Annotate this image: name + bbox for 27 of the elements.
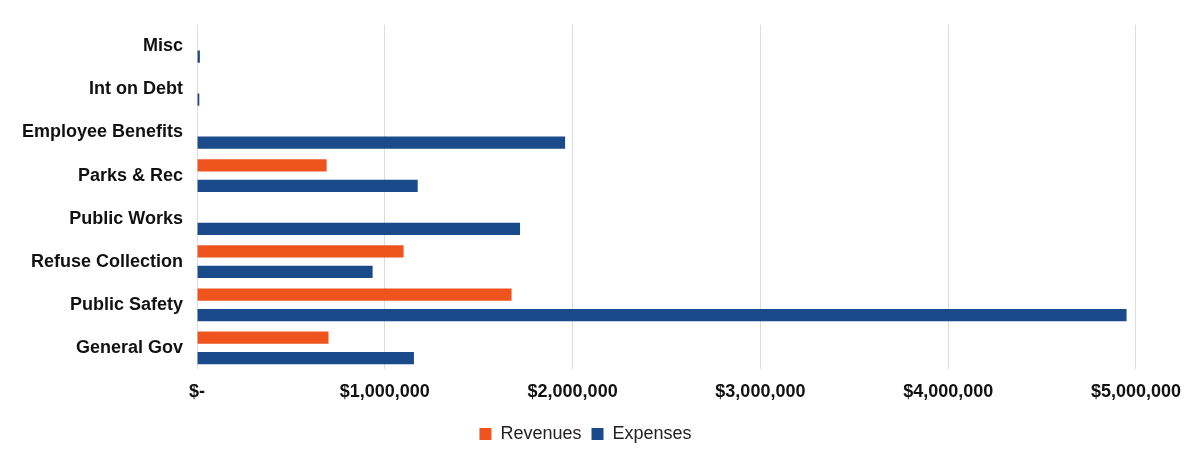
bar [197,222,521,236]
x-tick-label: $2,000,000 [527,381,618,402]
bar [197,245,404,258]
x-tick-label: $5,000,000 [1090,381,1181,402]
x-tick-label: $4,000,000 [903,381,994,402]
bar [197,159,327,172]
y-tick-label: Public Works [69,207,184,228]
x-tick-label: $3,000,000 [715,381,806,402]
bar [197,331,329,344]
legend-label: Revenues [500,422,582,443]
y-tick-label: Misc [143,35,184,56]
bar [197,265,373,279]
bar [197,351,414,365]
bar [197,288,512,301]
x-tick-label: $1,000,000 [339,381,430,402]
bar [197,179,418,192]
bar [197,136,566,149]
y-tick-label: Employee Benefits [21,121,184,142]
y-tick-label: Public Safety [70,293,184,314]
bar [197,50,200,63]
y-tick-label: Parks & Rec [77,164,184,185]
y-tick-label: General Gov [76,336,184,357]
bar [197,308,1127,322]
y-tick-label: Refuse Collection [31,250,184,271]
legend-label: Expenses [612,422,692,443]
y-tick-label: Int on Debt [89,78,184,99]
x-tick-label: $- [189,381,206,402]
